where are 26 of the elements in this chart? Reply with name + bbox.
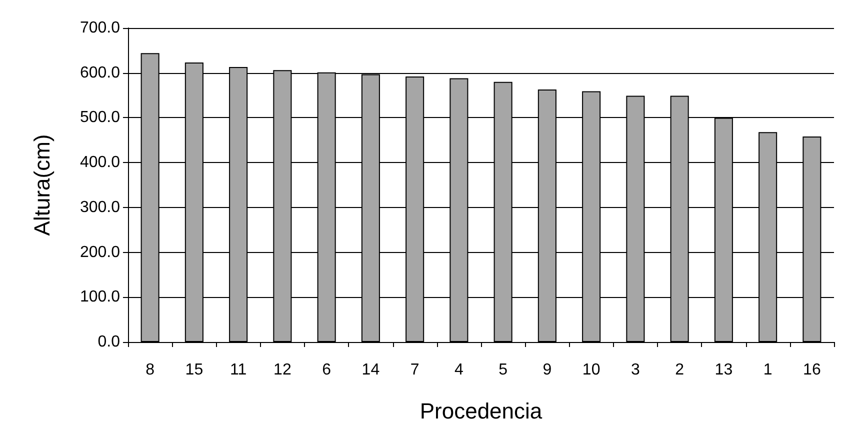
x-tick-label: 9	[542, 362, 552, 378]
x-tick-label: 13	[714, 362, 733, 378]
x-tick-label: 2	[675, 362, 684, 378]
x-tick-label: 11	[230, 362, 247, 378]
x-tick-label: 15	[185, 362, 204, 378]
x-tick-label: 12	[274, 362, 292, 378]
x-tick-label: 14	[362, 362, 380, 378]
y-tick-label: 200.0	[80, 244, 120, 261]
y-tick-label: 300.0	[80, 198, 120, 216]
y-tick-label: 0.0	[98, 334, 120, 350]
x-tick-label: 10	[582, 362, 600, 378]
x-axis-title: Procedencia	[420, 398, 543, 424]
x-tick-label: 1	[763, 362, 772, 378]
y-tick-label: 400.0	[80, 154, 120, 172]
x-tick-label: 7	[410, 362, 420, 378]
y-tick-label: 100.0	[80, 288, 120, 306]
y-tick-label: 600.0	[80, 64, 120, 82]
x-tick-label: 3	[630, 362, 640, 378]
x-tick-label: 8	[146, 362, 155, 378]
y-axis-title: Altura(cm)	[30, 134, 54, 236]
x-tick-label: 6	[322, 362, 332, 378]
x-tick-label: 5	[498, 362, 508, 378]
x-tick-label: 16	[803, 362, 821, 378]
y-tick-label: 500.0	[80, 109, 120, 126]
y-tick-label: 700.0	[80, 20, 120, 36]
x-tick-label: 4	[454, 362, 464, 378]
